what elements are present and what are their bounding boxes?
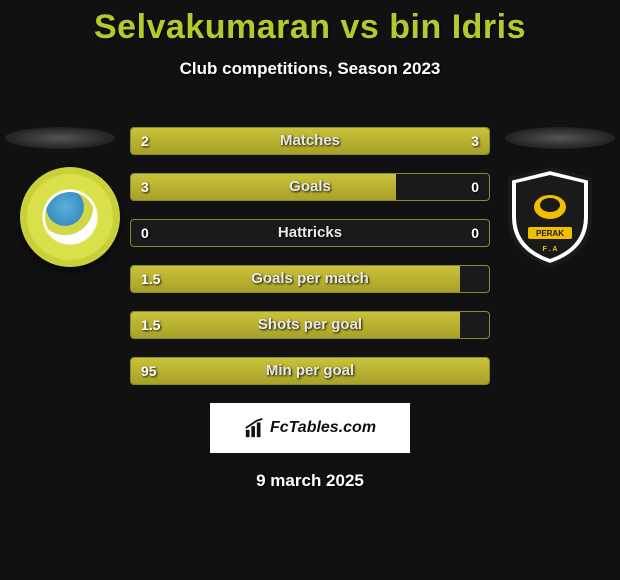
shadow-left (5, 127, 115, 149)
stat-row: 00Hattricks (130, 219, 490, 247)
svg-text:F . A: F . A (543, 246, 558, 253)
crest-inner-icon (45, 192, 95, 242)
stat-row: 30Goals (130, 173, 490, 201)
stat-label: Goals per match (131, 266, 489, 292)
stat-label: Goals (131, 174, 489, 200)
date-label: 9 march 2025 (0, 471, 620, 491)
left-club-crest (20, 167, 120, 267)
stat-label: Shots per goal (131, 312, 489, 338)
stat-row: 23Matches (130, 127, 490, 155)
bar-chart-icon (244, 417, 266, 439)
shield-icon: PERAK F . A (500, 167, 600, 267)
shield-label: PERAK (536, 229, 564, 238)
branding-text: FcTables.com (270, 419, 376, 437)
stat-label: Hattricks (131, 220, 489, 246)
shadow-right (505, 127, 615, 149)
page-title: Selvakumaran vs bin Idris (0, 8, 620, 47)
branding-box: FcTables.com (210, 403, 410, 453)
stat-label: Matches (131, 128, 489, 154)
header: Selvakumaran vs bin Idris Club competiti… (0, 0, 620, 79)
right-club-crest: PERAK F . A (500, 167, 600, 267)
stat-row: 1.5Goals per match (130, 265, 490, 293)
page-subtitle: Club competitions, Season 2023 (0, 59, 620, 79)
stat-label: Min per goal (131, 358, 489, 384)
stat-rows: 23Matches 30Goals 00Hattricks 1.5Goals per … (130, 127, 490, 385)
stat-row: 95Min per goal (130, 357, 490, 385)
stats-area: PERAK F . A 23Matches 30Goals 00Hattricks 1… (0, 127, 620, 385)
stat-row: 1.5Shots per goal (130, 311, 490, 339)
